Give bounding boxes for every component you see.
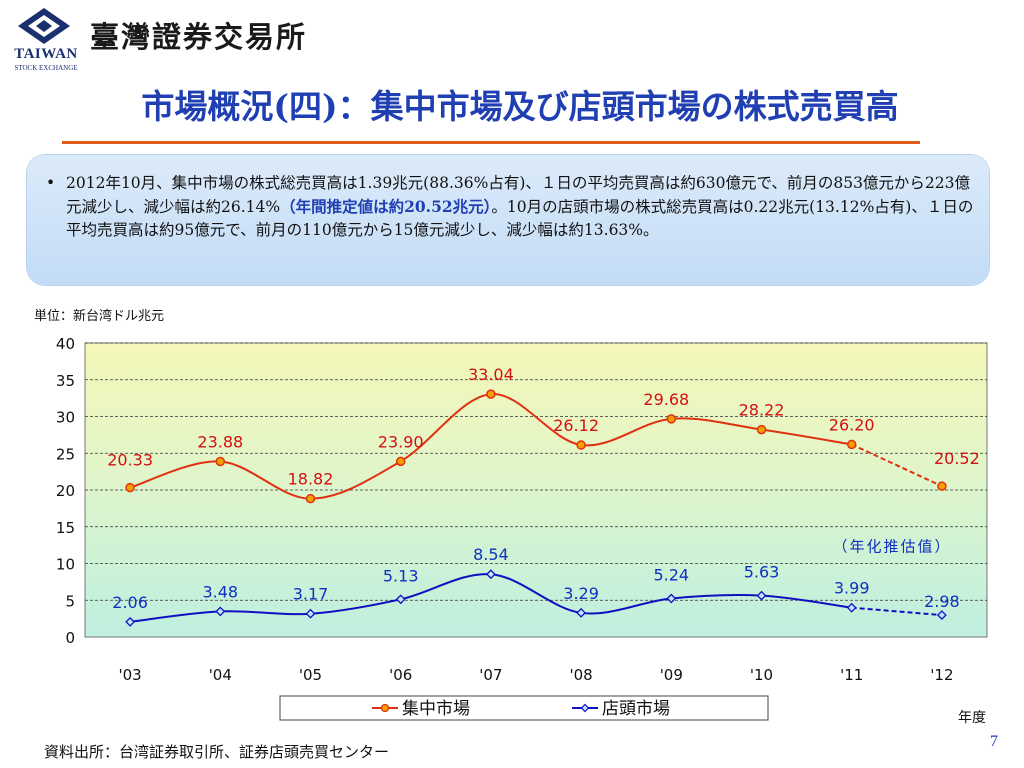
- y-tick-label: 25: [56, 445, 75, 463]
- data-label: 23.88: [197, 432, 243, 451]
- data-point: [936, 610, 947, 621]
- page-title: 市場概況(四)：集中市場及び店頭市場の株式売買高: [141, 87, 899, 126]
- summary-text-before: 2012年10月、集中市場の株式総売買高は1.39兆元(88.36%占有)、１日…: [66, 174, 971, 216]
- data-label: 3.48: [202, 582, 238, 601]
- bullet: •: [46, 174, 56, 192]
- x-tick-label: '08: [569, 666, 592, 684]
- legend-marker: [580, 703, 590, 713]
- data-label: 26.12: [553, 416, 599, 435]
- data-point: [485, 569, 496, 580]
- data-label: 18.82: [288, 470, 334, 489]
- data-label: 28.22: [739, 401, 785, 420]
- y-tick-label: 30: [56, 409, 75, 427]
- data-point: [486, 389, 496, 399]
- x-tick-label: '06: [389, 666, 412, 684]
- data-label: 2.98: [924, 592, 960, 611]
- y-tick-label: 5: [65, 592, 75, 610]
- data-point: [215, 456, 226, 467]
- estimate-line: [851, 606, 942, 617]
- data-point: [305, 608, 316, 619]
- data-point: [395, 456, 406, 467]
- data-point: [395, 594, 406, 605]
- data-label: 5.24: [653, 565, 689, 584]
- data-point: [215, 606, 226, 617]
- data-point: [846, 602, 857, 613]
- y-tick-label: 15: [56, 519, 75, 537]
- x-tick-label: '04: [209, 666, 232, 684]
- data-point: [937, 481, 947, 491]
- data-point: [305, 493, 316, 504]
- data-label: 20.33: [107, 451, 153, 470]
- y-tick-label: 10: [56, 556, 75, 574]
- data-point: [666, 414, 677, 424]
- y-tick-label: 20: [56, 482, 75, 500]
- data-label: 5.63: [744, 563, 780, 582]
- data-label: 3.29: [563, 584, 599, 603]
- estimate-line: [851, 443, 943, 488]
- data-label: 23.90: [378, 432, 424, 451]
- legend-entry: 店頭市場: [602, 699, 670, 719]
- data-point: [666, 593, 677, 604]
- title-underline: [62, 141, 920, 144]
- x-tick-label: '09: [660, 666, 683, 684]
- page-number: 7: [990, 733, 998, 750]
- data-point: [756, 590, 767, 601]
- logo: TAIWAN STOCK EXCHANGE: [6, 6, 86, 78]
- organization-name: 臺灣證券交易所: [90, 20, 308, 54]
- x-tick-label: '07: [479, 666, 502, 684]
- data-label: 2.06: [112, 593, 148, 612]
- y-tick-label: 0: [65, 629, 75, 647]
- logo-subtitle: STOCK EXCHANGE: [14, 64, 78, 72]
- source-note: 資料出所：台湾証券取引所、証券店頭売買センター: [44, 743, 390, 761]
- summary-text-after: 。10月の店頭市場の株式総売買高は0.22兆元(13.12%占有)、１日の平均売…: [66, 198, 974, 239]
- data-point: [125, 482, 135, 493]
- data-label: 5.13: [383, 566, 419, 585]
- data-point: [846, 439, 857, 450]
- estimate-note: （年化推估值）: [832, 538, 951, 556]
- line-chart: 0 5 10 15 20 25 30 35 40 '03 '04 '05 '06 '07 '08 '09 '10…: [56, 335, 988, 721]
- x-tick-label: '12: [930, 666, 953, 684]
- y-tick-label: 35: [56, 372, 75, 390]
- data-label: 33.04: [468, 365, 514, 384]
- data-point: [125, 616, 136, 627]
- data-point: [756, 424, 767, 435]
- summary-box: [27, 155, 989, 285]
- summary-text: • 2012年10月、集中市場の株式総売買高は1.39兆元(88.36%占有)、１…: [46, 172, 976, 242]
- x-tick-label: '03: [118, 666, 141, 684]
- data-label: 29.68: [643, 390, 689, 409]
- data-label: 8.54: [473, 545, 509, 564]
- legend-marker: [380, 703, 390, 713]
- logo-emblem-icon: [18, 8, 70, 44]
- data-point: [576, 607, 587, 618]
- x-tick-label: '11: [840, 666, 863, 684]
- legend-box: [279, 695, 769, 721]
- x-axis-unit-label: 年度: [958, 710, 986, 726]
- x-tick-label: '05: [299, 666, 322, 684]
- y-tick-label: 40: [56, 335, 75, 353]
- legend-entry: 集中市場: [402, 699, 470, 719]
- summary-highlight: （年間推定値は約20.52兆元）: [280, 197, 492, 216]
- data-point: [576, 440, 586, 450]
- logo-word: TAIWAN: [14, 46, 78, 62]
- unit-label: 単位：新台湾ドル兆元: [34, 309, 165, 324]
- data-label: 26.20: [829, 415, 875, 434]
- data-label: 3.99: [834, 579, 870, 598]
- data-label: 20.52: [934, 449, 980, 468]
- x-tick-label: '10: [750, 666, 773, 684]
- data-label: 3.17: [293, 585, 329, 604]
